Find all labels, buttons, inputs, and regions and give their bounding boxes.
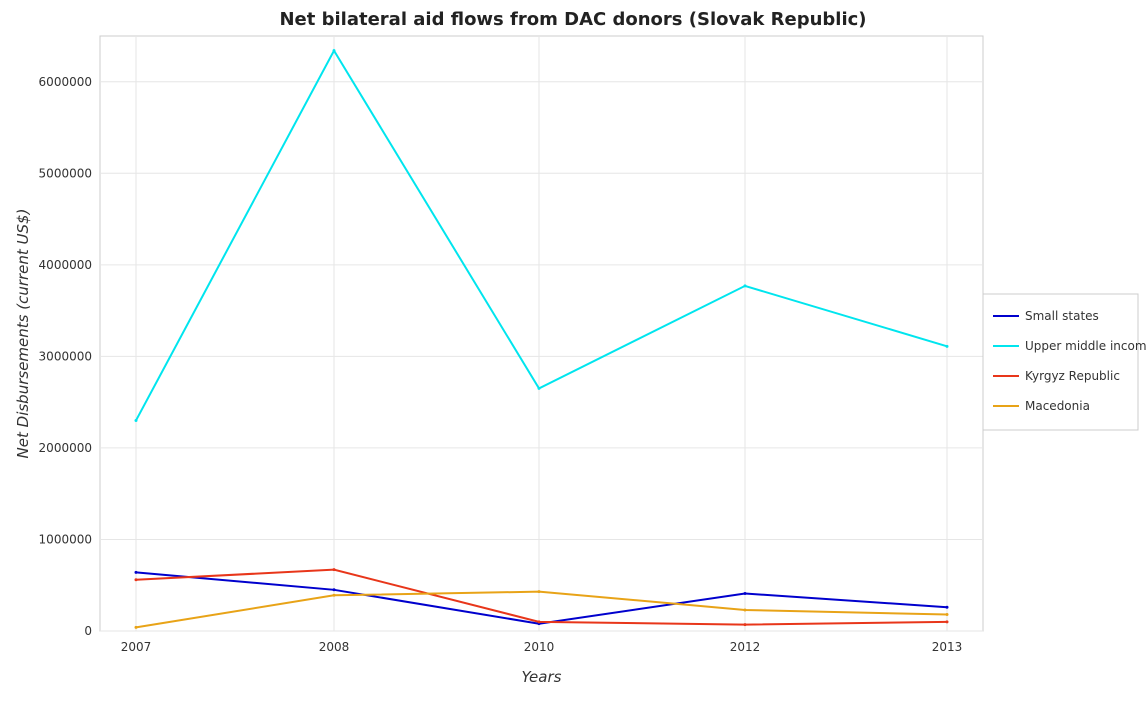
- data-point-upper-middle-income: [743, 284, 747, 288]
- data-point-macedonia: [743, 608, 747, 612]
- data-point-small-states: [743, 591, 747, 595]
- y-axis-label: Net Disbursements (current US$): [14, 209, 32, 459]
- data-point-kyrgyz-republic: [332, 568, 336, 572]
- y-tick-label: 5000000: [39, 166, 92, 180]
- x-axis-label: Years: [522, 668, 562, 686]
- data-point-upper-middle-income: [134, 418, 138, 422]
- data-point-upper-middle-income: [945, 344, 949, 348]
- axes: 0 1000000 2000000 3000000 4000000 5000000 6000…: [39, 75, 963, 654]
- data-point-upper-middle-income: [332, 49, 336, 53]
- x-tick-label: 2008: [319, 640, 350, 654]
- x-tick-label: 2010: [524, 640, 555, 654]
- data-point-macedonia: [537, 590, 541, 594]
- grid-lines: [100, 36, 983, 632]
- y-tick-label: 0: [84, 624, 92, 638]
- y-tick-label: 3000000: [39, 349, 92, 363]
- data-point-small-states: [332, 588, 336, 592]
- y-tick-label: 1000000: [39, 532, 92, 546]
- data-point-macedonia: [945, 613, 949, 617]
- legend-label-macedonia: Macedonia: [1025, 399, 1090, 413]
- series-layer: [134, 48, 949, 629]
- legend-label-small-states: Small states: [1025, 309, 1099, 323]
- legend-label-kyrgyz-republic: Kyrgyz Republic: [1025, 369, 1120, 383]
- chart-title: Net bilateral aid flows from DAC donors …: [279, 9, 866, 30]
- data-point-small-states: [945, 605, 949, 609]
- data-point-kyrgyz-republic: [537, 620, 541, 624]
- legend-label-upper-middle-income: Upper middle income: [1025, 339, 1147, 353]
- plot-area: [99, 35, 984, 632]
- x-tick-label: 2007: [121, 640, 152, 654]
- data-point-macedonia: [332, 593, 336, 597]
- x-tick-label: 2012: [730, 640, 761, 654]
- data-point-upper-middle-income: [537, 386, 541, 390]
- legend: Small states Upper middle income Kyrgyz Re…: [982, 293, 1147, 431]
- data-point-kyrgyz-republic: [945, 620, 949, 624]
- y-tick-label: 2000000: [39, 441, 92, 455]
- y-tick-label: 4000000: [39, 258, 92, 272]
- data-point-small-states: [134, 570, 138, 574]
- data-point-kyrgyz-republic: [743, 623, 747, 627]
- data-point-macedonia: [134, 625, 138, 629]
- x-tick-label: 2013: [932, 640, 963, 654]
- data-point-kyrgyz-republic: [134, 578, 138, 582]
- y-tick-label: 6000000: [39, 75, 92, 89]
